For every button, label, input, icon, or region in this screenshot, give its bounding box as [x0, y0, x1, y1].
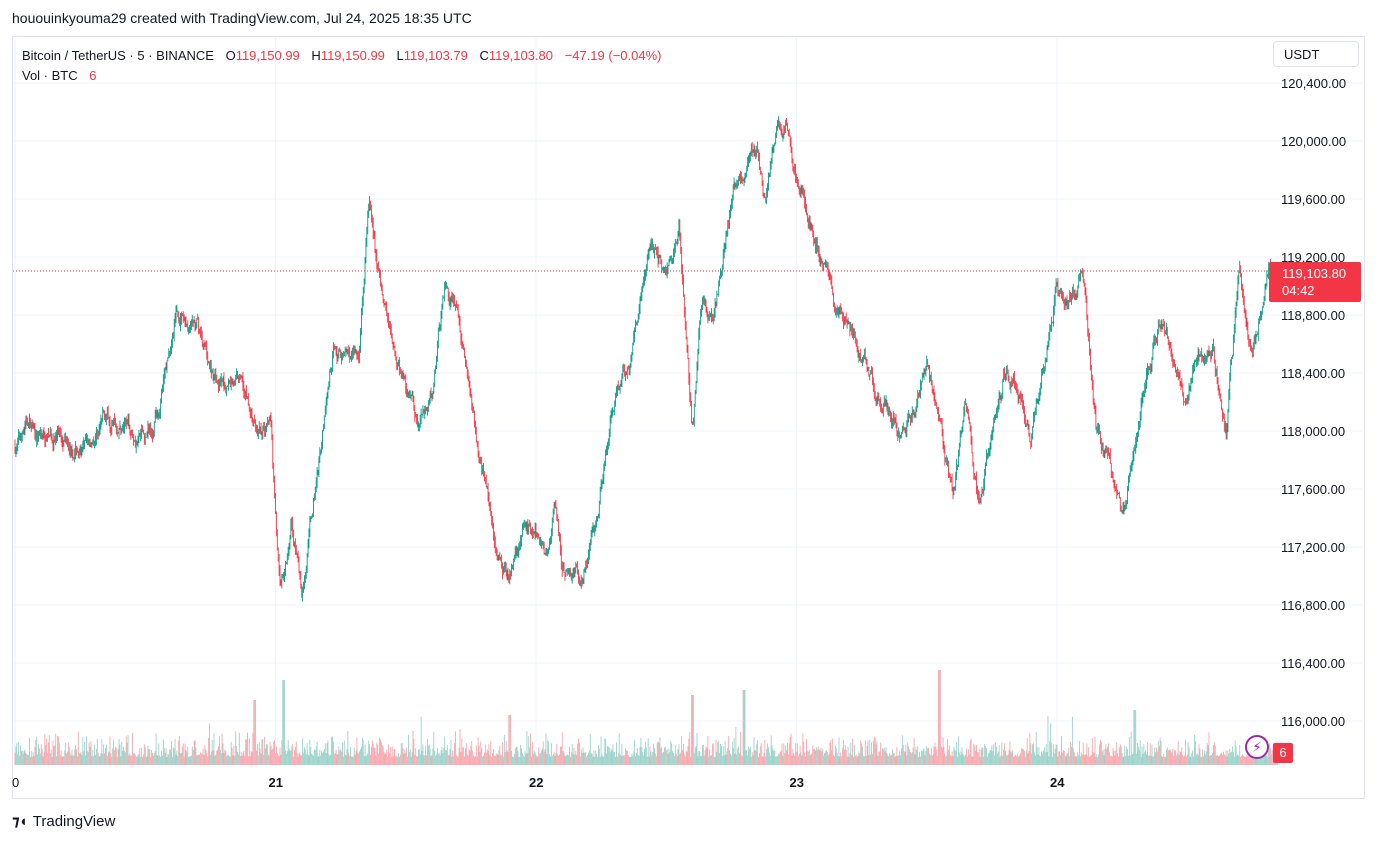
y-tick-label: 116,800.00 [1281, 598, 1345, 613]
bar-countdown: 04:42 [1282, 283, 1315, 298]
volume-bars [14, 670, 1279, 765]
legend-change: −47.19 (−0.04%) [564, 48, 662, 63]
y-tick-label: 117,600.00 [1281, 482, 1345, 497]
x-tick-label: 24 [1050, 775, 1065, 790]
legend-open-value: 119,150.99 [235, 48, 300, 63]
legend-symbol: Bitcoin / TetherUS · 5 · BINANCE [22, 48, 214, 63]
legend-low-value: 119,103.79 [403, 48, 468, 63]
y-tick-label: 119,600.00 [1281, 192, 1345, 207]
y-tick-label: 117,200.00 [1281, 540, 1345, 555]
x-tick-label: 0 [12, 775, 19, 790]
volume-legend-value: 6 [89, 68, 97, 83]
legend-high-value: 119,150.99 [320, 48, 385, 63]
chart-legend: Bitcoin / TetherUS · 5 · BINANCE O119,15… [22, 46, 662, 86]
last-price-tag: 119,103.80 04:42 [1269, 262, 1361, 302]
y-tick-label: 116,000.00 [1281, 714, 1345, 729]
chart-credit: hououinkyouma29 created with TradingView… [12, 10, 472, 26]
last-price-value: 119,103.80 [1282, 266, 1347, 281]
volume-tag: 6 [1273, 743, 1293, 763]
y-axis-ticks: 120,400.00 120,000.00 119,600.00 119,200.00… [1281, 76, 1346, 729]
y-tick-label: 119,200.00 [1281, 250, 1345, 265]
volume-legend-label: Vol · BTC [22, 68, 78, 83]
footer-brand-text: TradingView [32, 812, 116, 830]
y-tick-label: 118,800.00 [1281, 308, 1345, 323]
legend-low-label: L [396, 48, 404, 63]
y-tick-label: 118,000.00 [1281, 424, 1345, 439]
x-tick-label: 23 [790, 775, 804, 790]
tradingview-logo-icon: ⁊◖ [12, 813, 28, 830]
legend-high-label: H [311, 48, 321, 63]
chart-frame [12, 36, 1365, 799]
footer-brand[interactable]: ⁊◖ TradingView [12, 812, 116, 831]
legend-close-label: C [479, 48, 489, 63]
x-tick-label: 22 [529, 775, 543, 790]
currency-button[interactable]: USDT [1273, 41, 1359, 67]
legend-close-value: 119,103.80 [488, 48, 554, 63]
x-axis-ticks: 0 21 22 23 24 [12, 775, 1065, 790]
y-tick-label: 120,000.00 [1281, 134, 1346, 149]
candles [14, 116, 1279, 602]
y-tick-label: 116,400.00 [1281, 656, 1345, 671]
lightning-icon[interactable]: ⚡ [1245, 735, 1269, 759]
grid-lines [13, 37, 1362, 766]
y-tick-label: 118,400.00 [1281, 366, 1345, 381]
legend-open-label: O [225, 48, 236, 63]
x-tick-label: 21 [269, 775, 283, 790]
y-tick-label: 120,400.00 [1281, 76, 1346, 91]
